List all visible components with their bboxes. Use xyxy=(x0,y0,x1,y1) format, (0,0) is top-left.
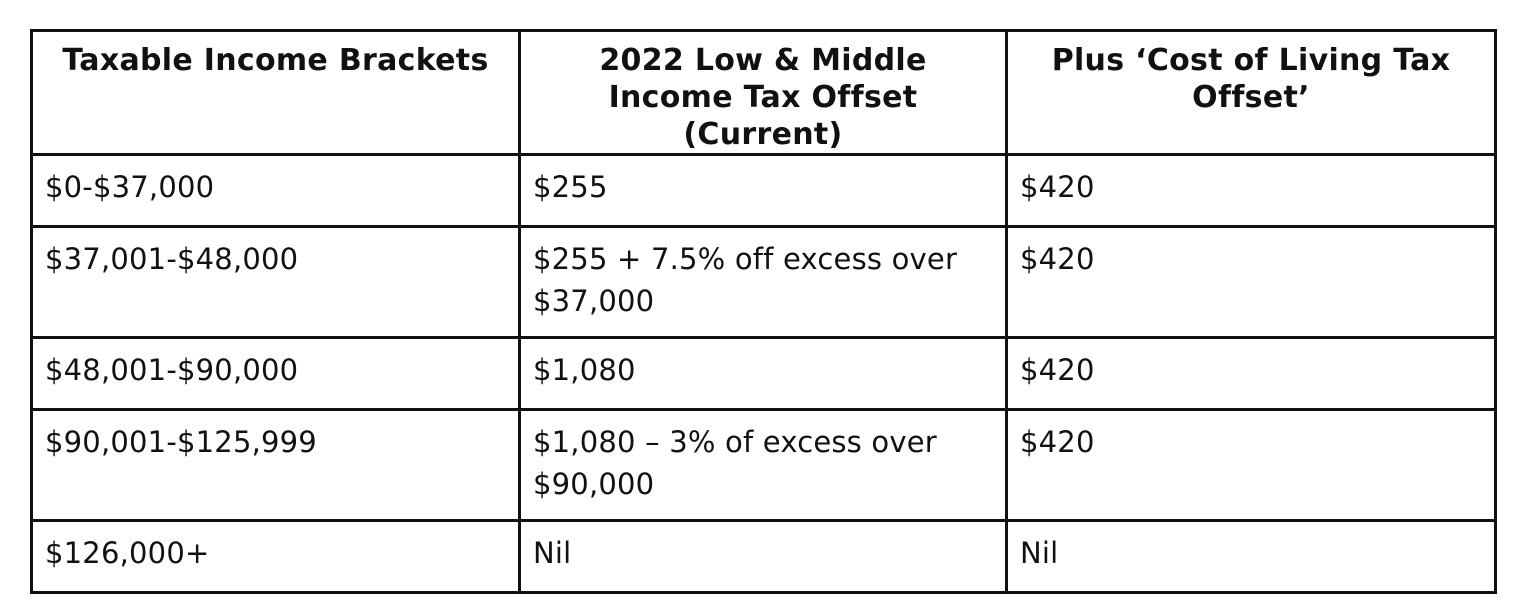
cell-lmito: Nil xyxy=(518,519,1008,594)
table-header: Taxable Income Brackets 2022 Low & Middl… xyxy=(30,29,1497,156)
table-row: $90,001-$125,999 $1,080 – 3% of excess o… xyxy=(30,408,1497,522)
header-row: Taxable Income Brackets 2022 Low & Middl… xyxy=(30,29,1497,156)
cell-income-bracket: $0-$37,000 xyxy=(30,153,521,228)
table-row: $126,000+ Nil Nil xyxy=(30,519,1497,594)
cell-cost-of-living: $420 xyxy=(1005,153,1497,228)
cell-income-bracket: $37,001-$48,000 xyxy=(30,225,521,339)
table-row: $0-$37,000 $255 $420 xyxy=(30,153,1497,228)
cell-lmito: $255 + 7.5% off excess over $37,000 xyxy=(518,225,1008,339)
table-body: $0-$37,000 $255 $420 $37,001-$48,000 $25… xyxy=(30,153,1497,594)
cell-cost-of-living: $420 xyxy=(1005,336,1497,411)
cell-income-bracket: $48,001-$90,000 xyxy=(30,336,521,411)
cell-cost-of-living: $420 xyxy=(1005,408,1497,522)
cell-income-bracket: $90,001-$125,999 xyxy=(30,408,521,522)
cell-income-bracket: $126,000+ xyxy=(30,519,521,594)
cell-cost-of-living: Nil xyxy=(1005,519,1497,594)
cell-lmito: $1,080 – 3% of excess over $90,000 xyxy=(518,408,1008,522)
header-lmito-2022: 2022 Low & Middle Income Tax Offset (Cur… xyxy=(518,29,1008,156)
cell-lmito: $1,080 xyxy=(518,336,1008,411)
tax-offset-table: Taxable Income Brackets 2022 Low & Middl… xyxy=(30,29,1497,594)
table-row: $48,001-$90,000 $1,080 $420 xyxy=(30,336,1497,411)
cell-cost-of-living: $420 xyxy=(1005,225,1497,339)
header-cost-of-living-offset: Plus ‘Cost of Living Tax Offset’ xyxy=(1005,29,1497,156)
header-income-brackets: Taxable Income Brackets xyxy=(30,29,521,156)
cell-lmito: $255 xyxy=(518,153,1008,228)
table-row: $37,001-$48,000 $255 + 7.5% off excess o… xyxy=(30,225,1497,339)
